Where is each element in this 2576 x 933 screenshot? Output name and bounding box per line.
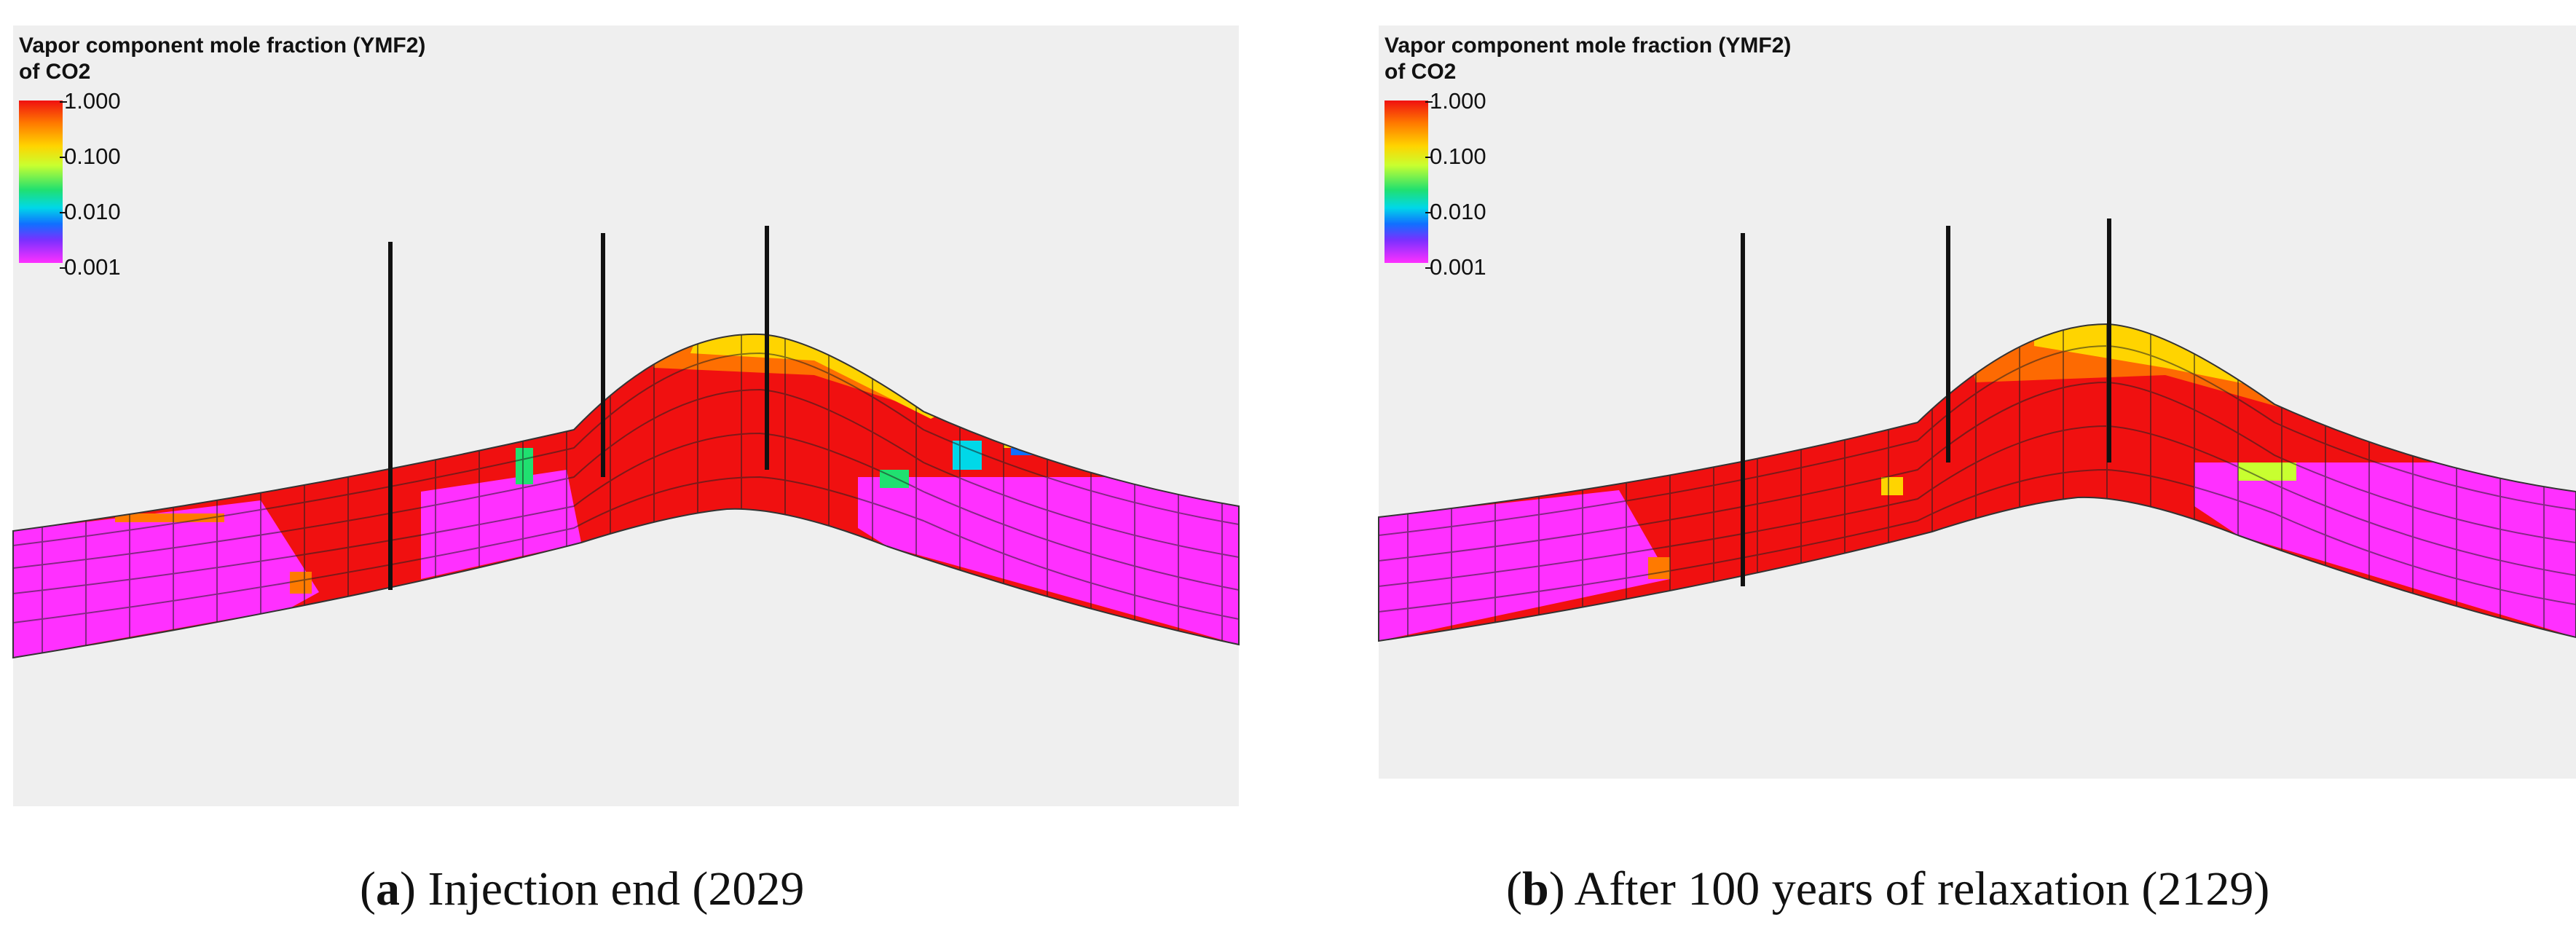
legend-title-line2: of CO2 [1384, 60, 1457, 84]
color-scale-bar [1384, 101, 1428, 263]
panel-b-plot: Vapor component mole fraction (YMF2) of … [1378, 25, 2576, 779]
legend-tick-4: 0.001 [60, 254, 121, 280]
caption-b-text: After 100 years of relaxation (2129) [1574, 862, 2270, 916]
cell-orange [1648, 557, 1670, 579]
legend-tick-1: 1.000 [1425, 88, 1486, 114]
caption-b: (b) After 100 years of relaxation (2129) [1506, 862, 2270, 916]
low-co2-zone-left [13, 500, 319, 658]
reservoir-grid-a [12, 226, 1240, 659]
reservoir-grid-b [1378, 219, 2576, 642]
legend-tick-4: 0.001 [1425, 254, 1486, 280]
legend-tick-2: 0.100 [60, 143, 121, 169]
legend-tick-3: 0.010 [1425, 199, 1486, 224]
cell-blue [1011, 433, 1055, 455]
gas-cap-yellow [690, 334, 960, 419]
caption-a-letter: a [375, 862, 400, 916]
legend-title-line1: Vapor component mole fraction (YMF2) [19, 34, 426, 58]
cell-green [2435, 441, 2464, 459]
legend-title: Vapor component mole fraction (YMF2) of … [19, 33, 425, 85]
legend-tick-3: 0.010 [60, 199, 121, 224]
caption-a: (a) Injection end (2029 [360, 862, 805, 916]
legend-title: Vapor component mole fraction (YMF2) of … [1384, 33, 1791, 85]
cell-yellow [1881, 477, 1903, 495]
low-co2-zone-right [2194, 462, 2576, 637]
caption-b-letter: b [1521, 862, 1549, 916]
legend-tick-1: 1.000 [60, 88, 121, 114]
cell-orange [290, 572, 312, 594]
color-scale-bar [19, 101, 63, 263]
low-co2-zone-right [858, 477, 1239, 645]
legend-title-line1: Vapor component mole fraction (YMF2) [1384, 34, 1792, 58]
legend-title-line2: of CO2 [19, 60, 91, 84]
cell-cyan [953, 441, 982, 470]
cell-green [516, 448, 533, 484]
panel-a-plot: Vapor component mole fraction (YMF2) of … [12, 25, 1240, 806]
legend-tick-2: 0.100 [1425, 143, 1486, 169]
cell-yellow [1004, 419, 1018, 448]
caption-a-text: Injection end (2029 [428, 862, 805, 916]
